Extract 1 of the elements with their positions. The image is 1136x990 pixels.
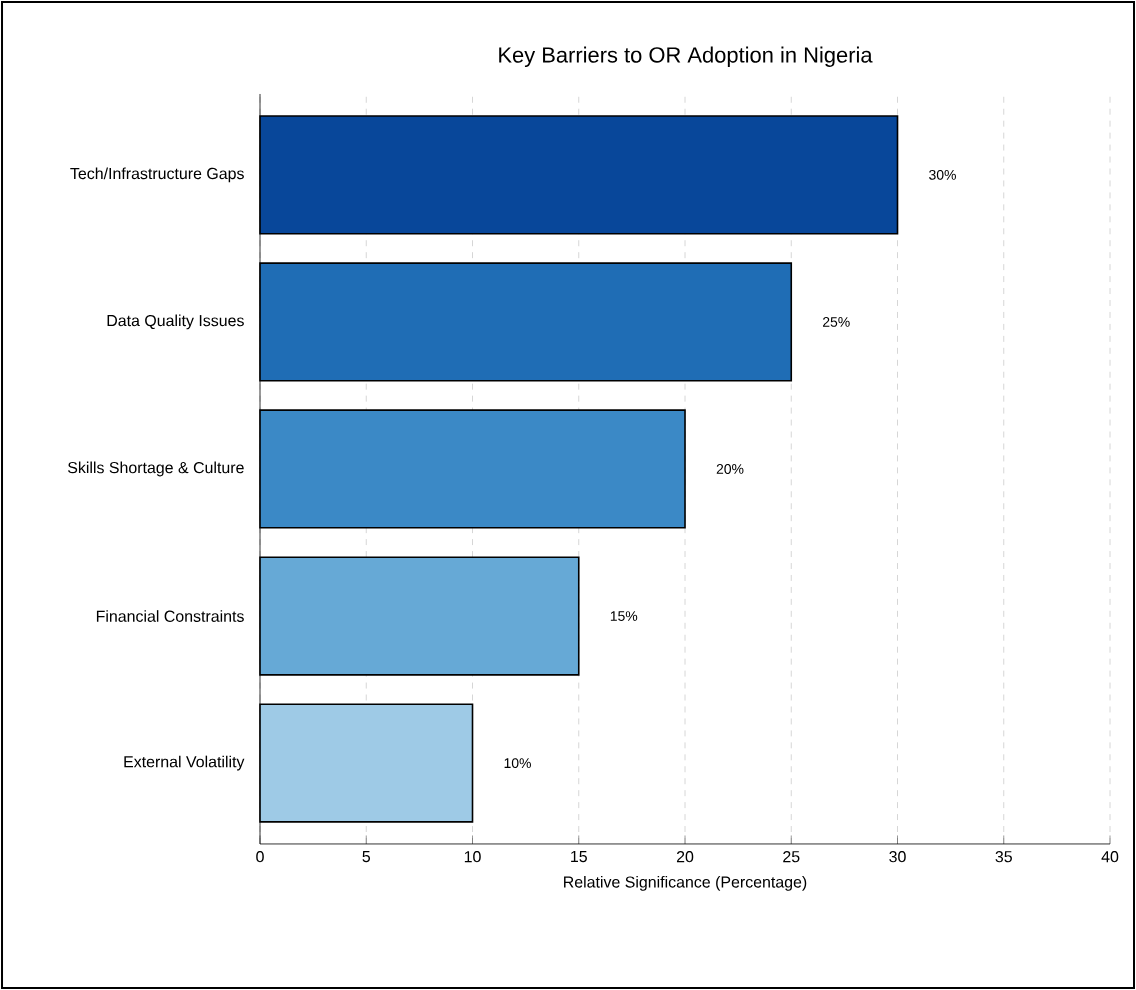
chart-title: Key Barriers to OR Adoption in Nigeria xyxy=(499,46,873,67)
